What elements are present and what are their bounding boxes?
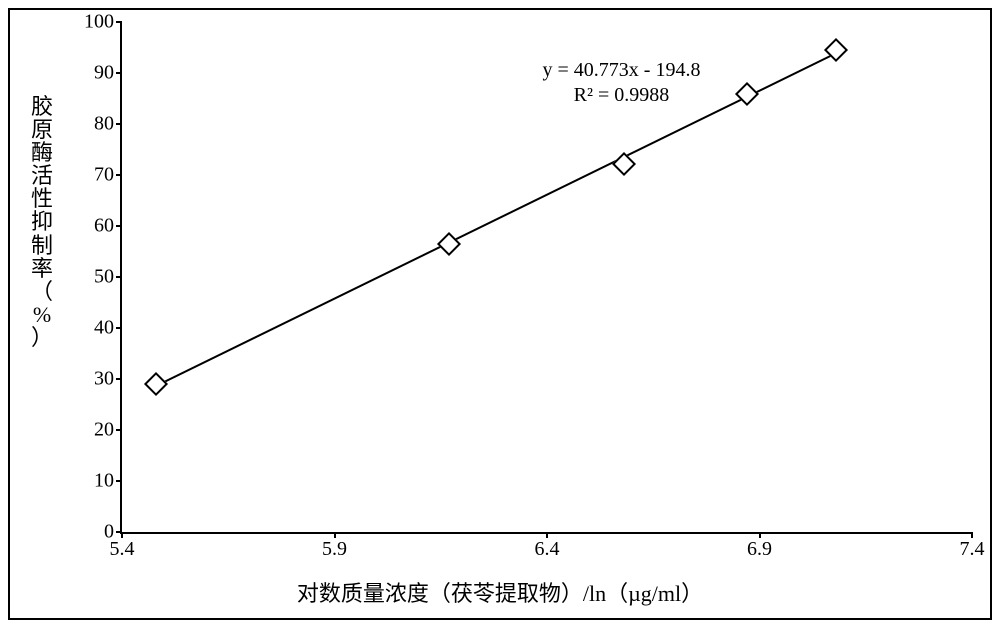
y-axis-title-char: 活 xyxy=(30,164,54,187)
y-axis-title-char: 性 xyxy=(30,187,54,210)
x-tick-mark xyxy=(759,532,761,538)
y-axis-title-char: 率 xyxy=(30,257,54,280)
y-tick-mark xyxy=(116,327,122,329)
data-point-marker xyxy=(735,82,759,106)
data-point-marker xyxy=(824,38,848,62)
x-tick-mark xyxy=(334,532,336,538)
y-axis-title-char: 胶 xyxy=(30,95,54,118)
data-point-marker xyxy=(611,152,635,176)
y-tick-mark xyxy=(116,21,122,23)
r-squared-text: R² = 0.9988 xyxy=(543,83,701,108)
y-axis-title-char: 原 xyxy=(30,118,54,141)
x-axis-title: 对数质量浓度（茯苓提取物）/ln（µg/ml） xyxy=(0,576,1000,608)
y-tick-mark xyxy=(116,276,122,278)
y-axis-title: 胶原酶活性抑制率（%） xyxy=(30,95,54,349)
y-axis-title-char: （ xyxy=(30,280,54,303)
x-tick-mark xyxy=(971,532,973,538)
y-axis-title-char: % xyxy=(30,303,54,326)
x-tick-mark xyxy=(546,532,548,538)
y-axis-title-char: ） xyxy=(30,326,54,349)
y-tick-mark xyxy=(116,480,122,482)
y-tick-mark xyxy=(116,72,122,74)
y-tick-mark xyxy=(116,378,122,380)
data-point-marker xyxy=(437,232,461,256)
y-tick-mark xyxy=(116,429,122,431)
y-tick-mark xyxy=(116,174,122,176)
x-tick-mark xyxy=(121,532,123,538)
y-tick-mark xyxy=(116,123,122,125)
regression-annotation: y = 40.773x - 194.8 R² = 0.9988 xyxy=(543,58,701,108)
y-tick-mark xyxy=(116,225,122,227)
y-axis-title-char: 制 xyxy=(30,234,54,257)
y-axis-title-char: 抑 xyxy=(30,210,54,233)
y-axis-title-char: 酶 xyxy=(30,141,54,164)
chart-container: 胶原酶活性抑制率（%） 对数质量浓度（茯苓提取物）/ln（µg/ml） 0102… xyxy=(0,0,1000,628)
equation-text: y = 40.773x - 194.8 xyxy=(543,58,701,83)
data-point-marker xyxy=(144,372,168,396)
